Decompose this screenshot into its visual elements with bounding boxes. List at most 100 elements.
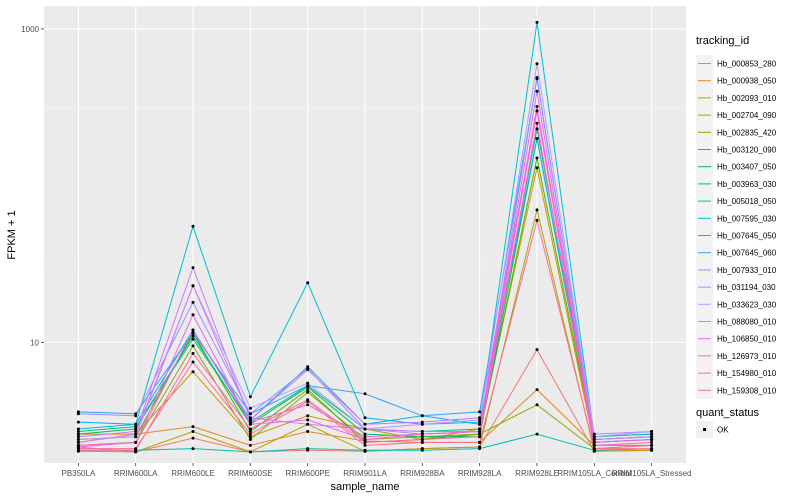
- x-tick-label: RRIM901LA: [343, 469, 387, 478]
- data-point: [420, 414, 424, 418]
- shape-legend-title: quant_status: [696, 407, 759, 419]
- data-point: [134, 435, 138, 439]
- data-point: [535, 432, 539, 436]
- data-point: [420, 430, 424, 433]
- data-point: [134, 427, 138, 431]
- series-points: [76, 20, 654, 454]
- data-point: [478, 416, 482, 420]
- data-point: [134, 440, 138, 444]
- data-point: [306, 390, 310, 394]
- legend-label: Hb_002093_010: [717, 94, 777, 103]
- data-point: [420, 432, 424, 436]
- x-tick-label: RRIM928LA: [458, 469, 502, 478]
- x-axis-title: sample_name: [330, 481, 399, 493]
- legend-label: Hb_003963_030: [717, 180, 777, 189]
- data-point: [191, 351, 195, 355]
- data-point: [248, 420, 252, 424]
- data-point: [420, 420, 424, 424]
- data-point: [650, 432, 654, 436]
- data-point: [478, 420, 482, 424]
- data-point: [478, 418, 482, 422]
- data-point: [478, 447, 482, 451]
- data-point: [478, 435, 482, 439]
- x-tick-label: RRIM600PE: [285, 469, 329, 478]
- data-point: [248, 395, 252, 399]
- data-point: [650, 447, 654, 451]
- data-point: [76, 430, 80, 433]
- data-point: [592, 440, 596, 444]
- data-point: [306, 281, 310, 285]
- legend: tracking_id Hb_000853_280 Hb_000938_050 Hb…: [696, 35, 777, 438]
- data-point: [191, 334, 195, 338]
- data-point: [306, 399, 310, 403]
- data-point: [592, 435, 596, 439]
- data-point: [191, 266, 195, 270]
- data-point: [478, 422, 482, 426]
- data-point: [191, 331, 195, 335]
- legend-label: Hb_003120_090: [717, 146, 777, 155]
- data-point: [248, 432, 252, 436]
- legend-label: Hb_088080_010: [717, 318, 777, 327]
- data-point: [535, 76, 539, 79]
- data-point: [478, 427, 482, 431]
- data-point: [76, 447, 80, 451]
- data-point: [535, 208, 539, 212]
- data-point: [191, 313, 195, 317]
- y-tick-label: 1000: [21, 25, 39, 34]
- data-point: [76, 443, 80, 447]
- data-point: [592, 443, 596, 447]
- legend-title: tracking_id: [696, 35, 749, 47]
- data-point: [134, 422, 138, 426]
- legend-label: Hb_031194_030: [717, 283, 776, 292]
- data-point: [248, 422, 252, 426]
- legend-label: Hb_002835_420: [717, 128, 777, 137]
- data-point: [478, 430, 482, 433]
- legend-label: Hb_002704_090: [717, 111, 777, 120]
- legend-label: Hb_106850_010: [717, 335, 777, 344]
- data-point: [363, 438, 367, 441]
- legend-label: Hb_000853_280: [717, 60, 777, 69]
- data-point: [306, 368, 310, 372]
- data-point: [535, 137, 539, 140]
- data-point: [191, 425, 195, 429]
- data-point: [535, 89, 539, 93]
- data-point: [650, 435, 654, 439]
- data-point: [363, 440, 367, 444]
- data-point: [363, 443, 367, 447]
- legend-label: Hb_033623_030: [717, 300, 777, 309]
- shape-legend-label: OK: [717, 426, 729, 435]
- data-point: [306, 418, 310, 422]
- x-tick-label: RRIM105LA_Stressed: [612, 469, 692, 478]
- data-point: [306, 414, 310, 418]
- legend-label: Hb_000938_050: [717, 77, 777, 86]
- data-point: [535, 156, 539, 160]
- data-point: [191, 300, 195, 304]
- data-point: [191, 436, 195, 440]
- data-point: [134, 430, 138, 433]
- data-point: [420, 440, 424, 444]
- data-point: [535, 166, 539, 170]
- legend-label: Hb_159308_010: [717, 386, 777, 395]
- data-point: [191, 224, 195, 228]
- x-tick-label: RRIM928LE: [515, 469, 559, 478]
- data-point: [535, 62, 539, 66]
- data-point: [248, 406, 252, 410]
- y-axis-title: FPKM + 1: [6, 210, 18, 259]
- data-point: [134, 447, 138, 451]
- data-point: [191, 344, 195, 348]
- data-point: [191, 284, 195, 288]
- data-point: [306, 422, 310, 426]
- x-tick-label: RRIM600LA: [114, 469, 158, 478]
- data-point: [134, 414, 138, 418]
- data-point: [76, 435, 80, 439]
- data-point: [191, 337, 195, 341]
- data-point: [535, 403, 539, 407]
- data-point: [478, 432, 482, 436]
- data-point: [248, 435, 252, 439]
- data-point: [363, 392, 367, 396]
- data-point: [535, 218, 539, 222]
- data-point: [592, 432, 596, 436]
- data-point: [76, 438, 80, 441]
- legend-label: Hb_007645_050: [717, 232, 777, 241]
- x-tick-label: RRIM928BA: [400, 469, 445, 478]
